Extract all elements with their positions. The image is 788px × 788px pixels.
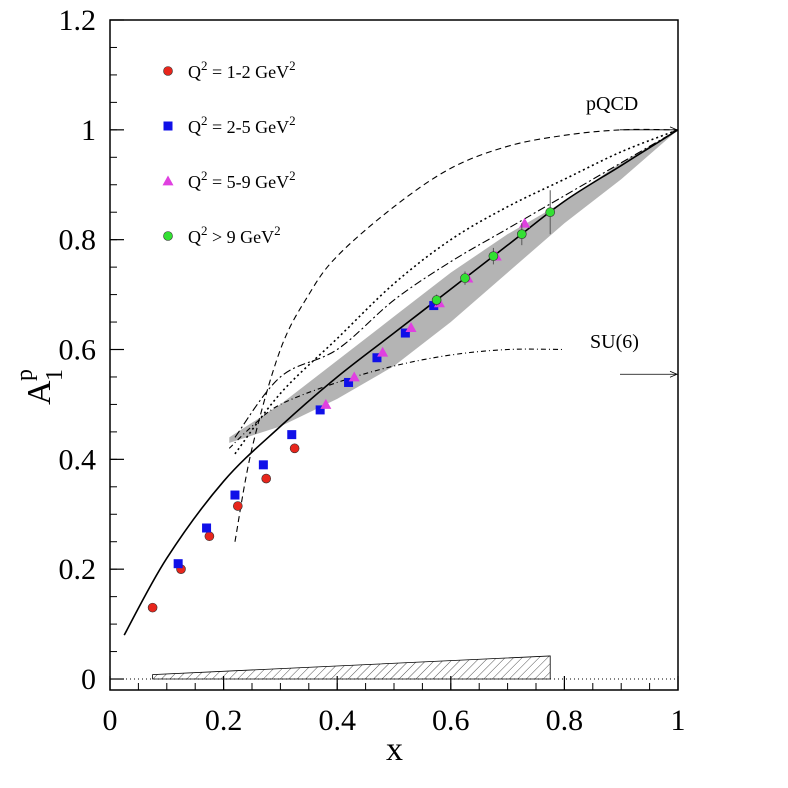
legend-marker-3 [162, 175, 174, 186]
data-point-series-1 [289, 443, 300, 454]
data-point-series-2 [344, 377, 354, 387]
y-tick-label: 0.2 [59, 553, 97, 586]
legend-label-2: Q2 = 2-5 GeV2 [188, 113, 296, 137]
x-axis-title: x [386, 731, 403, 768]
data-point-series-4 [460, 273, 470, 283]
data-point-series-4 [488, 251, 499, 261]
data-point-series-3 [377, 346, 389, 357]
y-tick-label: 0.6 [59, 334, 97, 367]
y-axis-title: A 1 p [12, 369, 68, 405]
curve-solid [123, 129, 679, 636]
data-point-series-2 [173, 559, 183, 569]
x-tick-label: 0 [103, 704, 118, 737]
data-point-series-4 [516, 229, 527, 239]
su6-label: SU(6) [590, 331, 639, 353]
data-point-series-4 [545, 207, 556, 218]
data-point-series-2 [287, 430, 297, 440]
legend-marker-4 [163, 231, 173, 241]
curve-dash-dot [234, 129, 679, 438]
data-point-series-2 [258, 460, 268, 470]
data-point-series-4 [431, 295, 442, 305]
data-point-series-3 [348, 371, 360, 382]
y-tick-label: 0.8 [59, 224, 97, 257]
y-tick-label: 1 [81, 114, 96, 147]
y-axis-title-super: p [12, 369, 38, 381]
legend-marker-1 [163, 66, 173, 76]
data-point-series-2 [202, 523, 212, 533]
model-curves [123, 128, 679, 636]
data-point-series-2 [429, 301, 439, 311]
data-point-series-2 [372, 353, 382, 363]
axis-ticks: 0 0.2 0.4 0.6 0.8 1 0 0.2 0.4 0.6 0.8 1 1.2 [59, 4, 686, 737]
legend-label-4: Q2 > 9 GeV2 [188, 223, 281, 247]
x-tick-label: 1 [671, 704, 686, 737]
x-tick-label: 0.6 [432, 704, 470, 737]
data-point-series-3 [405, 322, 417, 332]
legend-label-3: Q2 = 5-9 GeV2 [188, 168, 296, 192]
y-axis-title-main: A [21, 380, 58, 405]
data-point-series-1 [204, 531, 215, 542]
pqcd-label: pQCD [586, 93, 638, 115]
data-points [147, 190, 556, 613]
x-tick-label: 0.2 [205, 704, 243, 737]
curve-dashed-long [234, 128, 679, 542]
data-point-series-1 [233, 501, 243, 511]
data-point-series-1 [261, 473, 272, 484]
data-point-series-2 [400, 328, 410, 338]
curve-dotted [234, 129, 679, 455]
pqcd-arrowhead [669, 126, 679, 134]
y-tick-label: 0.4 [59, 443, 97, 476]
su6-arrowhead [669, 370, 679, 378]
x-tick-label: 0.4 [318, 704, 356, 737]
legend-label-1: Q2 = 1-2 GeV2 [188, 58, 296, 82]
data-point-series-3 [320, 398, 332, 409]
y-tick-label: 1.2 [59, 4, 97, 37]
y-axis-title-sub: 1 [42, 369, 68, 381]
legend: Q2 = 1-2 GeV2 Q2 = 2-5 GeV2 Q2 = 5-9 GeV2 Q… [162, 58, 296, 247]
data-point-series-1 [147, 602, 158, 613]
systematic-band-area [152, 655, 551, 680]
curve-dashed-short [228, 348, 565, 449]
legend-marker-2 [163, 121, 173, 131]
data-point-series-2 [315, 405, 325, 415]
y-tick-label: 0 [81, 663, 96, 696]
data-point-series-2 [230, 490, 240, 500]
x-tick-label: 0.8 [546, 704, 584, 737]
systematic-error-band [152, 655, 551, 680]
